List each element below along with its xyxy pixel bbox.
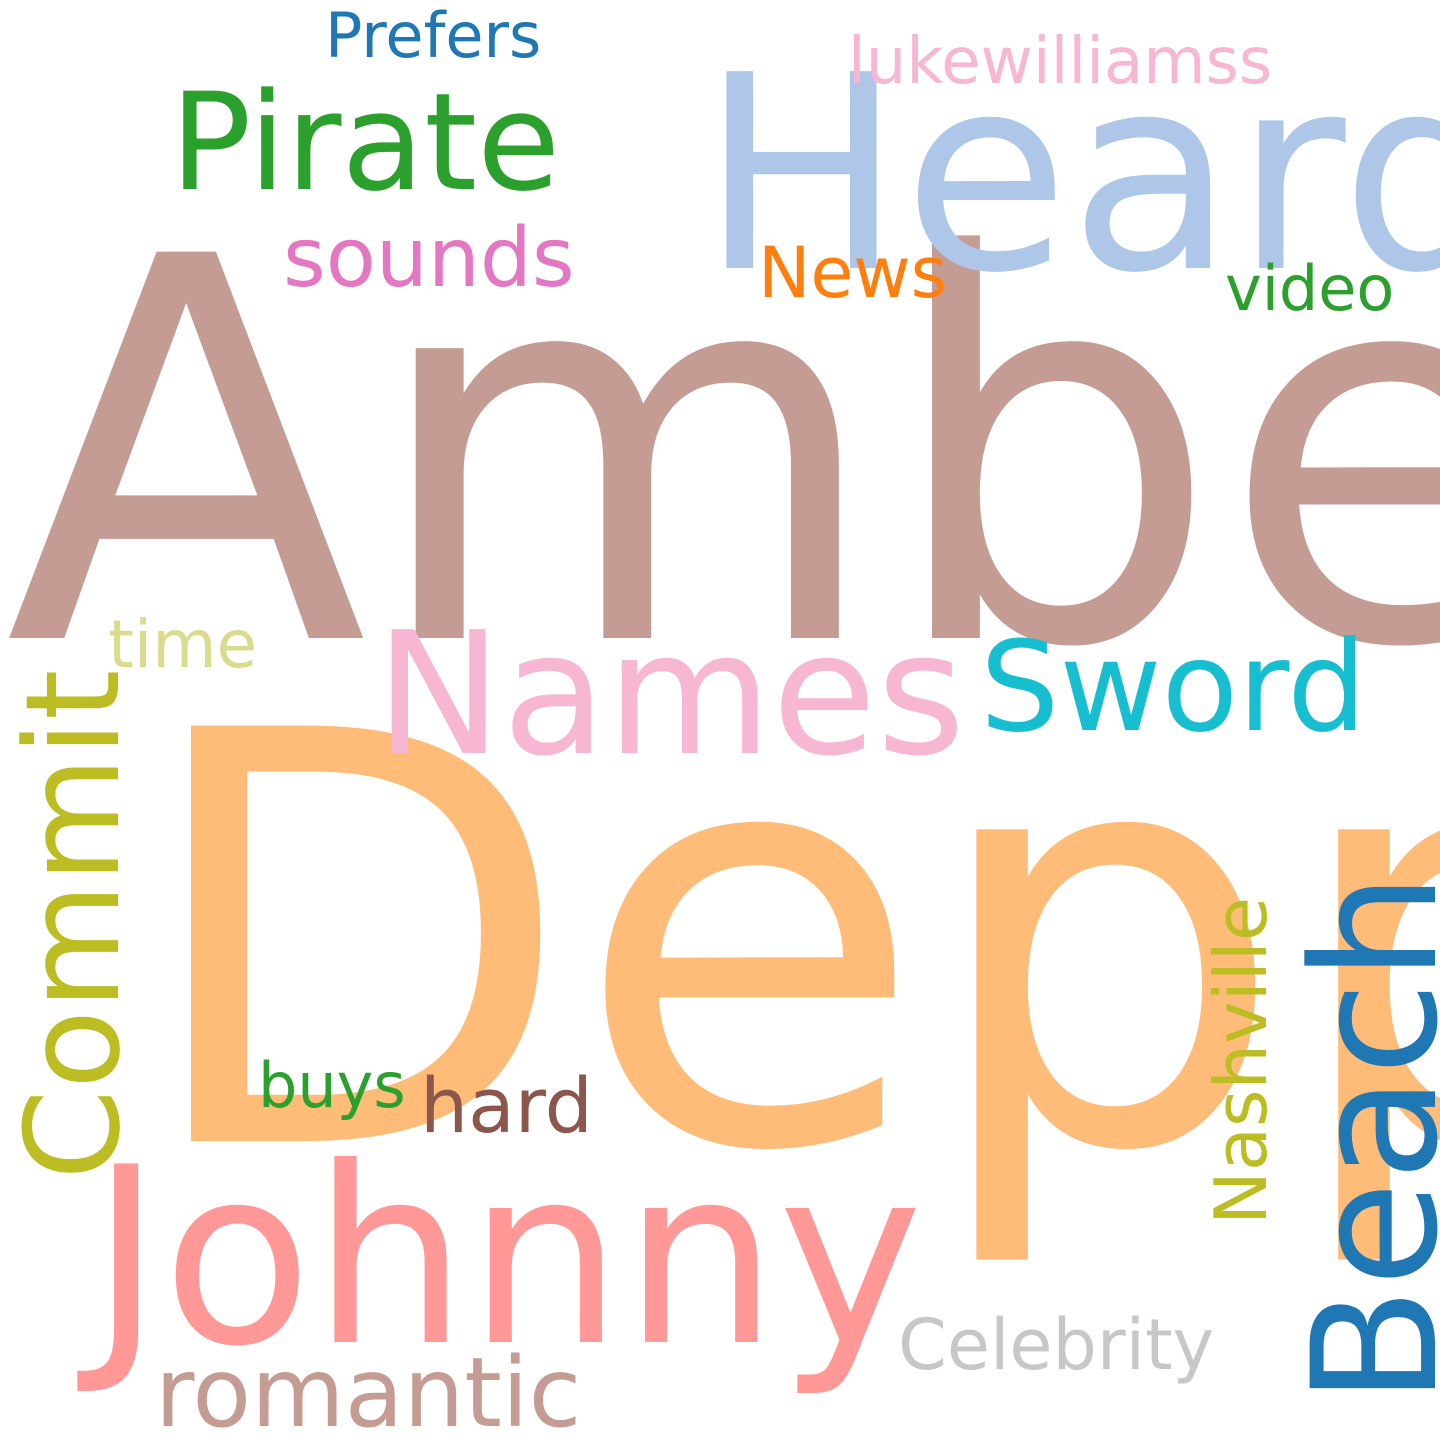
word-commit: Commit (0, 669, 149, 1180)
word-sword: Sword (980, 615, 1367, 760)
word-video: video (1225, 252, 1395, 325)
word-news: News (758, 232, 948, 314)
word-lukewilliamss: lukewilliamss (848, 25, 1273, 99)
word-heard: Heard (700, 17, 1440, 332)
word-hard: hard (420, 1061, 593, 1150)
word-beach: Beach (1275, 872, 1440, 1405)
word-depp: Depp (135, 613, 1440, 1276)
word-amber: Amber (5, 146, 1440, 763)
word-celebrity: Celebrity (898, 1304, 1214, 1386)
word-nashville: Nashville (1199, 896, 1283, 1225)
word-prefers: Prefers (325, 0, 542, 72)
word-sounds: sounds (283, 211, 575, 306)
word-pirate: Pirate (170, 64, 561, 221)
word-time: time (108, 606, 258, 683)
word-romantic: romantic (155, 1337, 582, 1440)
word-names: Names (375, 596, 966, 794)
word-buys: buys (258, 1049, 406, 1122)
word-johnny: Johnny (90, 1115, 923, 1400)
